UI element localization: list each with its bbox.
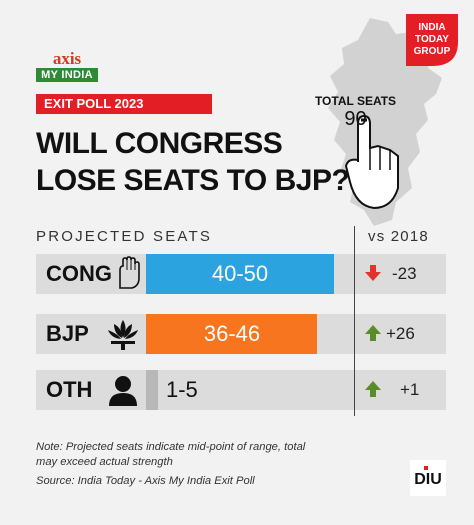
change-oth: +1 (400, 380, 420, 399)
row-oth (36, 370, 446, 410)
title-line-1: WILL CONGRESS (36, 127, 283, 160)
axis-logo-bottom: MY INDIA (36, 68, 98, 82)
vs-divider (354, 226, 355, 416)
lotus-symbol-icon (108, 320, 138, 350)
party-label-bjp: BJP (46, 321, 89, 346)
logo-line-1: INDIA (418, 22, 445, 33)
source-note: Source: India Today - Axis My India Exit… (36, 475, 255, 487)
diu-logo: DIU (410, 460, 446, 496)
note-line-1: Note: Projected seats indicate mid-point… (36, 441, 306, 453)
change-cong: -23 (392, 264, 417, 283)
logo-line-2: TODAY (415, 34, 449, 45)
bar-label-oth: 1-5 (166, 377, 198, 402)
bar-cong (146, 254, 334, 294)
axis-my-india-logo: axis MY INDIA (36, 50, 98, 86)
axis-logo-top: axis (52, 49, 82, 68)
bar-oth (146, 370, 158, 410)
bar-label-cong: 40-50 (211, 261, 269, 286)
party-label-oth: OTH (46, 377, 93, 402)
diu-text: DIU (414, 471, 442, 488)
india-today-group-logo: INDIA TODAY GROUP (406, 14, 458, 66)
exit-poll-badge: EXIT POLL 2023 (36, 94, 212, 114)
bar-bjp (146, 314, 317, 354)
person-icon (109, 376, 137, 406)
bar-label-bjp: 36-46 (203, 321, 261, 346)
hand-symbol-icon (119, 256, 140, 289)
arrow-up-icon (365, 381, 381, 397)
party-label-cong: CONG (46, 261, 112, 286)
vs-2018-header: vs 2018 (368, 228, 429, 245)
arrow-up-icon (365, 325, 381, 341)
total-seats-label: TOTAL SEATS (314, 94, 397, 108)
total-seats-value: 90 (344, 108, 367, 130)
title-line-2: LOSE SEATS TO BJP? (36, 164, 350, 197)
state-map-silhouette (328, 18, 442, 226)
logo-line-3: GROUP (414, 46, 451, 57)
projected-seats-header: PROJECTED SEATS (36, 228, 213, 245)
arrow-down-icon (365, 265, 381, 281)
note-line-2: may exceed actual strength (36, 456, 173, 468)
change-bjp: +26 (386, 324, 415, 343)
